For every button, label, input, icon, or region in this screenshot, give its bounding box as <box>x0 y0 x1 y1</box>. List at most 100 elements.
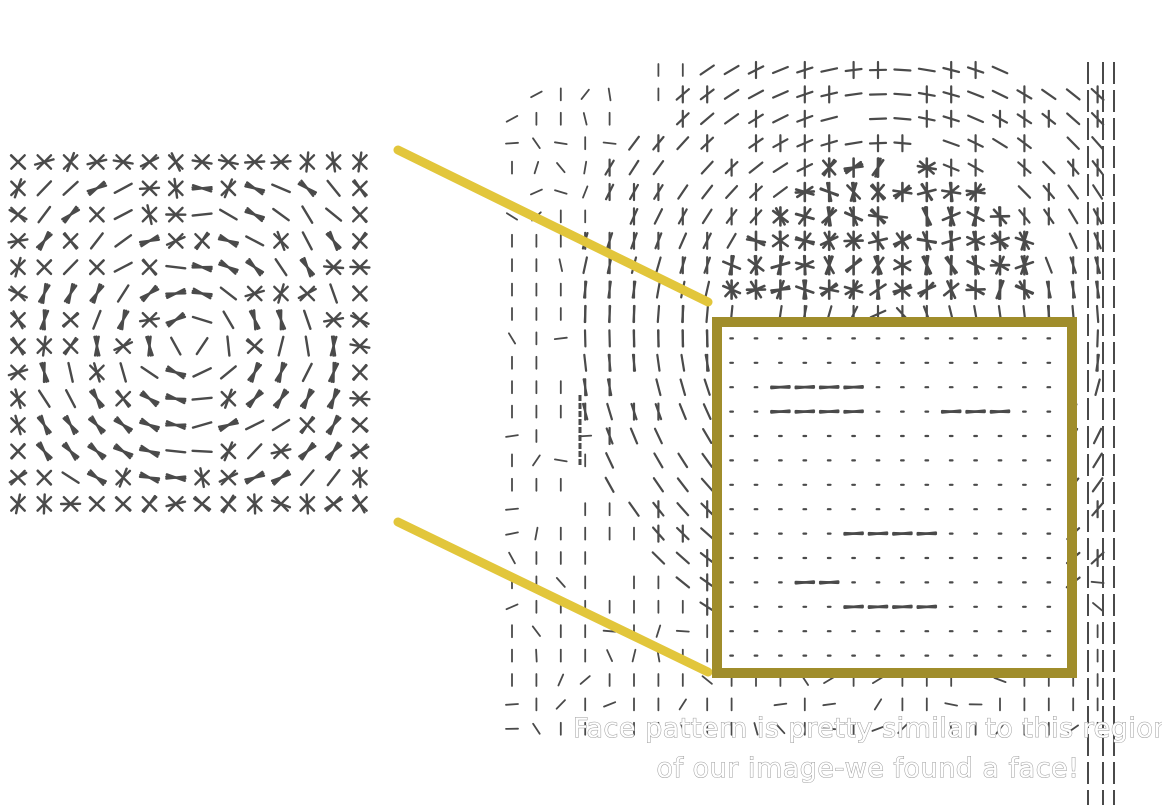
template-hog-cell <box>218 208 238 221</box>
scene-hog-cell <box>702 403 712 420</box>
scene-hog-cell <box>554 189 568 195</box>
scene-hog-cell <box>582 280 588 299</box>
scene-hog-cell <box>632 329 636 348</box>
scene-hog-cell <box>631 280 637 299</box>
template-hog-cell <box>192 496 212 512</box>
scene-hog-cell <box>771 90 789 99</box>
scene-hog-cell <box>1043 207 1055 226</box>
scene-hog-cell <box>505 703 519 706</box>
scene-hog-cell <box>1016 85 1033 104</box>
template-hog-cell <box>301 231 313 251</box>
scene-hog-cell <box>897 723 908 734</box>
template-hog-cell <box>325 151 342 173</box>
scene-hog-cell <box>705 329 709 348</box>
template-hog-cell <box>325 207 343 222</box>
scene-hog-cell <box>844 140 863 146</box>
template-hog-cell <box>352 151 368 173</box>
scene-hog-cell <box>942 60 961 80</box>
scene-hog-cell <box>770 279 791 300</box>
scene-hog-cell <box>702 231 712 250</box>
template-hog-cell <box>139 390 160 407</box>
scene-hog-cell <box>678 698 687 711</box>
scene-hog-cell <box>867 230 889 252</box>
scene-hog-cell <box>678 232 688 250</box>
scene-hog-cell <box>602 629 617 633</box>
scene-hog-cell <box>1094 378 1101 396</box>
template-hog-cell <box>61 205 81 224</box>
scene-hog-cell <box>1066 136 1080 150</box>
template-hog-cell <box>273 230 289 252</box>
scene-hog-cell <box>942 139 960 147</box>
scene-hog-cell <box>846 181 862 203</box>
scene-hog-cell <box>530 90 543 99</box>
scene-hog-cell <box>748 134 764 153</box>
template-hog-cell <box>93 335 101 357</box>
template-hog-cell <box>352 206 368 224</box>
template-hog-cell <box>37 389 51 408</box>
template-hog-cell <box>248 309 261 331</box>
scene-hog-cell <box>820 115 839 122</box>
scene-hog-cell <box>653 208 664 225</box>
scene-hog-cell <box>651 524 665 543</box>
scene-hog-cell <box>1067 724 1079 734</box>
scene-hog-cell <box>822 727 837 731</box>
scene-hog-cell <box>989 409 1011 414</box>
scene-hog-cell <box>944 254 958 276</box>
scene-hog-cell <box>916 531 938 536</box>
scene-hog-cell <box>867 206 889 227</box>
scene-hog-cell <box>721 279 742 300</box>
scene-hog-cell <box>675 629 690 633</box>
scene-hog-cell <box>723 88 740 100</box>
template-hog-cell <box>61 441 80 461</box>
template-hog-cell <box>274 361 288 383</box>
template-hog-cell <box>67 361 74 383</box>
template-hog-cell <box>191 396 213 401</box>
scene-hog-cell <box>675 85 691 104</box>
template-hog-cell <box>36 414 52 436</box>
template-hog-cell <box>270 154 292 170</box>
scene-hog-cell <box>992 137 1008 149</box>
scene-hog-cell <box>924 722 929 736</box>
template-hog-cell <box>165 264 187 270</box>
template-hog-cell <box>138 471 161 484</box>
template-hog-cell <box>88 362 105 383</box>
scene-hog-cell <box>583 160 588 175</box>
scene-hog-cell <box>656 353 661 372</box>
scene-hog-cell <box>916 181 937 203</box>
scene-hog-cell <box>1092 452 1103 469</box>
scene-hog-cell <box>1091 477 1104 493</box>
scene-hog-cell <box>843 604 864 610</box>
template-hog-cell <box>350 443 370 460</box>
template-hog-cell <box>36 335 53 357</box>
template-hog-cell <box>351 417 369 433</box>
scene-hog-cell <box>967 158 984 177</box>
template-hog-cell <box>112 154 134 170</box>
scene-hog-cell <box>942 85 961 104</box>
template-hog-cell <box>244 181 266 196</box>
template-hog-cell <box>165 473 187 482</box>
scene-hog-cell <box>892 279 913 300</box>
template-hog-cell <box>86 180 108 196</box>
scene-hog-cell <box>745 279 767 300</box>
scene-hog-cell <box>1017 185 1032 199</box>
scene-hog-cell <box>771 65 789 75</box>
scene-hog-cell <box>724 158 739 177</box>
template-hog-cell <box>62 232 79 250</box>
scene-hog-cell <box>700 500 715 519</box>
scene-hog-cell <box>557 673 565 687</box>
template-hog-cell <box>89 283 105 304</box>
scene-hog-cell <box>1090 109 1105 128</box>
scene-hog-cell <box>1014 279 1035 300</box>
template-hog-cell <box>114 234 133 248</box>
scene-hog-cell <box>704 353 710 372</box>
scene-hog-cell <box>530 188 543 196</box>
template-hog-cell <box>245 389 264 409</box>
scene-hog-cell <box>966 60 985 80</box>
scene-hog-cell <box>867 531 889 536</box>
template-hog-cell <box>323 311 345 328</box>
scene-hog-cell <box>605 231 614 250</box>
template-hog-cell <box>352 231 368 251</box>
scene-hog-cell <box>991 65 1009 75</box>
template-hog-cell <box>38 282 51 305</box>
